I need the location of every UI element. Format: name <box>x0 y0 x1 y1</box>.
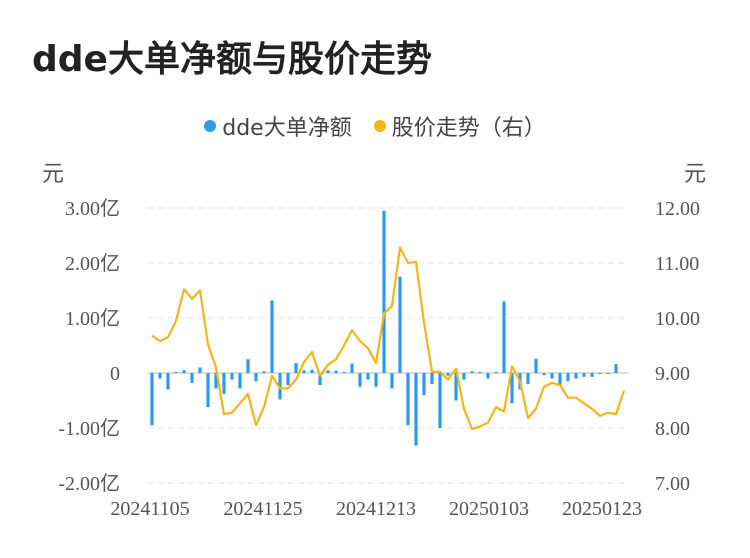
legend-label-price: 股价走势（右） <box>391 116 546 141</box>
dde-bar <box>302 370 306 373</box>
left-tick-label: -2.00亿 <box>58 472 120 495</box>
dde-bar <box>606 373 610 374</box>
dde-bar <box>550 373 554 379</box>
dde-bar <box>222 373 226 394</box>
dde-bar <box>614 364 618 373</box>
left-axis-unit: 元 <box>42 162 65 187</box>
dde-bar <box>238 373 242 389</box>
x-tick-label: 20241105 <box>110 498 189 520</box>
dde-bar <box>342 371 346 373</box>
x-tick-label: 20250123 <box>562 498 642 520</box>
dde-bar <box>446 373 450 376</box>
dde-bar <box>374 373 378 387</box>
dde-bar <box>318 373 322 386</box>
dde-bar <box>214 373 218 389</box>
legend-item-price[interactable]: 股价走势（右） <box>373 110 546 142</box>
dde-bar <box>526 373 530 384</box>
right-axis-unit: 元 <box>684 162 707 187</box>
dde-bar <box>590 373 594 377</box>
dde-bar <box>398 276 402 373</box>
dde-bar <box>542 373 546 376</box>
dde-bar <box>206 373 210 408</box>
dde-bar <box>422 373 426 395</box>
left-tick-label: -1.00亿 <box>58 417 120 440</box>
dde-bar <box>390 373 394 389</box>
dde-bar <box>270 300 274 373</box>
price-line <box>151 246 626 431</box>
x-tick-label: 20241125 <box>223 498 302 520</box>
legend-dot-dde <box>204 120 217 132</box>
legend-label-dde: dde大单净额 <box>222 116 352 141</box>
dde-bar <box>486 373 490 379</box>
dde-bar <box>334 370 338 373</box>
dde-bar <box>438 373 442 428</box>
dde-bar <box>462 373 466 380</box>
dde-bar <box>470 371 474 373</box>
right-tick-label: 8.00 <box>655 418 690 440</box>
dde-bar <box>366 373 370 380</box>
dde-bar <box>406 373 410 426</box>
left-tick-label: 3.00亿 <box>65 197 120 220</box>
dde-bar <box>350 363 354 373</box>
dde-bar <box>326 370 330 373</box>
legend-dot-price <box>373 120 386 132</box>
dde-bar <box>382 210 386 373</box>
x-tick-label: 20250103 <box>449 498 529 520</box>
chart-legend: dde大单净额 股价走势（右） <box>0 110 750 142</box>
right-tick-label: 9.00 <box>655 363 690 385</box>
right-tick-label: 11.00 <box>655 253 699 275</box>
dde-bar <box>454 373 458 401</box>
x-tick-label: 20241213 <box>336 498 416 520</box>
dde-bar <box>510 373 514 404</box>
dde-bar <box>430 373 434 384</box>
dde-bar <box>190 373 194 383</box>
dde-bar <box>166 373 170 390</box>
dde-bar <box>494 371 498 373</box>
dde-bar <box>150 373 154 426</box>
chart-title: dde大单净额与股价走势 <box>32 39 432 80</box>
dde-bar <box>230 373 234 380</box>
dde-bar <box>294 363 298 373</box>
right-tick-label: 7.00 <box>655 473 690 495</box>
dde-bar <box>182 370 186 373</box>
dde-bar <box>158 373 162 379</box>
left-tick-label: 2.00亿 <box>65 252 120 275</box>
dde-bar <box>574 373 578 379</box>
dde-bar <box>478 371 482 373</box>
dde-bar <box>246 359 250 373</box>
dde-bar <box>254 373 258 382</box>
left-tick-label: 1.00亿 <box>65 307 120 330</box>
dde-bar <box>198 367 202 373</box>
dde-bar <box>534 358 538 373</box>
dde-bar <box>582 373 586 377</box>
dde-bar <box>310 369 314 373</box>
dde-bar <box>502 301 506 373</box>
dde-bar <box>174 371 178 373</box>
dde-bar <box>278 373 282 400</box>
dde-bar <box>558 373 562 386</box>
dde-bar <box>598 373 602 375</box>
dde-bar <box>358 373 362 387</box>
right-tick-label: 12.00 <box>655 198 700 220</box>
dde-bar <box>566 373 570 382</box>
right-tick-label: 10.00 <box>655 308 700 330</box>
legend-item-dde[interactable]: dde大单净额 <box>204 110 352 142</box>
dde-bar <box>262 371 266 373</box>
dde-bar <box>414 373 418 446</box>
dde-bar <box>286 373 290 386</box>
left-tick-label: 0 <box>110 363 120 385</box>
